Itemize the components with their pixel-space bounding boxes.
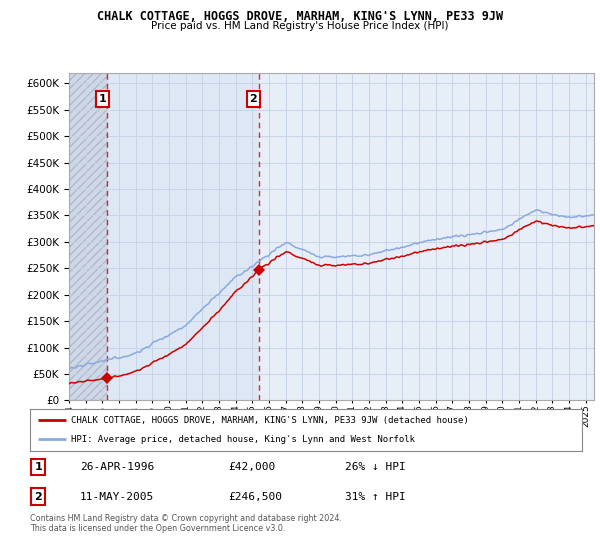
Text: £42,000: £42,000	[229, 462, 276, 472]
Text: HPI: Average price, detached house, King's Lynn and West Norfolk: HPI: Average price, detached house, King…	[71, 435, 415, 444]
Text: 11-MAY-2005: 11-MAY-2005	[80, 492, 154, 502]
Text: 1: 1	[98, 94, 106, 104]
Text: £246,500: £246,500	[229, 492, 283, 502]
Text: CHALK COTTAGE, HOGGS DROVE, MARHAM, KING'S LYNN, PE33 9JW (detached house): CHALK COTTAGE, HOGGS DROVE, MARHAM, KING…	[71, 416, 469, 424]
Text: 26% ↓ HPI: 26% ↓ HPI	[344, 462, 406, 472]
Bar	[69, 73, 107, 400]
Text: 31% ↑ HPI: 31% ↑ HPI	[344, 492, 406, 502]
Text: CHALK COTTAGE, HOGGS DROVE, MARHAM, KING'S LYNN, PE33 9JW: CHALK COTTAGE, HOGGS DROVE, MARHAM, KING…	[97, 10, 503, 22]
Text: Price paid vs. HM Land Registry's House Price Index (HPI): Price paid vs. HM Land Registry's House …	[151, 21, 449, 31]
Text: 2: 2	[34, 492, 42, 502]
Text: 2: 2	[250, 94, 257, 104]
Bar	[107, 73, 259, 400]
Text: Contains HM Land Registry data © Crown copyright and database right 2024.
This d: Contains HM Land Registry data © Crown c…	[30, 514, 342, 534]
Text: 26-APR-1996: 26-APR-1996	[80, 462, 154, 472]
Text: 1: 1	[34, 462, 42, 472]
Bar	[69, 73, 107, 400]
